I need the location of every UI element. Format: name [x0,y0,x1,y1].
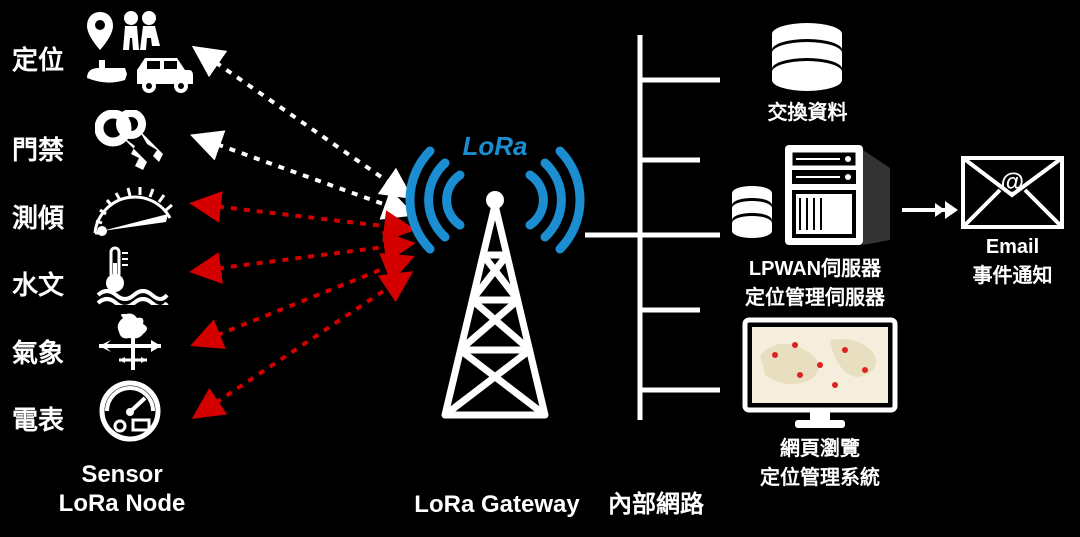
monitor-map-icon [740,315,900,430]
lpwan-server-block: LPWAN伺服器 定位管理伺服器 [730,140,900,310]
lpwan-label: LPWAN伺服器 定位管理伺服器 [730,252,900,310]
database-icon [760,22,855,92]
network-caption: 內部網路 [596,484,716,519]
web-browse-block: 網頁瀏覽 定位管理系統 [740,315,900,490]
arrow-to-email [900,195,960,225]
email-block: @ Email 事件通知 [960,155,1065,288]
server-icon [730,140,900,250]
data-exchange-label: 交換資料 [760,96,855,125]
web-label: 網頁瀏覽 定位管理系統 [740,432,900,490]
email-label: Email 事件通知 [960,236,1065,288]
network-bus [0,0,1080,537]
email-icon: @ [960,155,1065,230]
svg-text:@: @ [1000,169,1023,196]
data-exchange-block: 交換資料 [760,22,855,125]
